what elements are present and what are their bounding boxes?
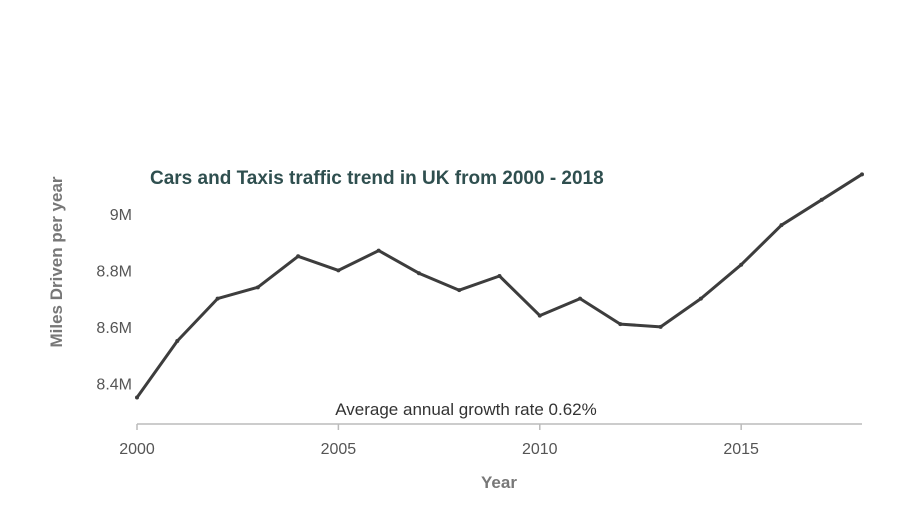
data-point bbox=[296, 254, 301, 259]
data-point bbox=[819, 197, 824, 202]
x-tick-label: 2005 bbox=[321, 441, 357, 458]
x-axis-ticks: 2000 2005 2010 2015 bbox=[119, 424, 759, 458]
data-point bbox=[537, 313, 542, 318]
y-axis-ticks: 8.4M 8.6M 8.8M 9M bbox=[96, 207, 132, 394]
y-tick-label: 8.6M bbox=[96, 320, 132, 337]
x-tick-label: 2000 bbox=[119, 441, 155, 458]
y-tick-label: 9M bbox=[110, 207, 132, 224]
data-point bbox=[336, 268, 341, 273]
data-point bbox=[578, 296, 583, 301]
y-axis-title: Miles Driven per year bbox=[47, 176, 66, 347]
data-point bbox=[618, 322, 623, 327]
series-layer bbox=[135, 172, 864, 400]
data-point bbox=[376, 248, 381, 253]
chart-title: Cars and Taxis traffic trend in UK from … bbox=[150, 168, 604, 189]
data-point bbox=[135, 395, 139, 400]
data-point bbox=[497, 274, 502, 279]
growth-rate-annotation: Average annual growth rate 0.62% bbox=[335, 400, 596, 419]
data-point bbox=[698, 296, 703, 301]
series-line bbox=[135, 173, 863, 399]
data-point bbox=[175, 339, 180, 344]
data-point bbox=[255, 285, 260, 290]
data-point bbox=[739, 262, 744, 267]
data-point bbox=[215, 296, 220, 301]
data-point bbox=[416, 271, 421, 276]
data-point bbox=[860, 172, 864, 177]
data-point bbox=[457, 288, 462, 293]
data-point bbox=[779, 223, 784, 228]
x-axis-title: Year bbox=[481, 473, 517, 492]
x-tick-label: 2015 bbox=[723, 441, 759, 458]
y-tick-label: 8.4M bbox=[96, 376, 132, 393]
data-point bbox=[658, 324, 663, 329]
y-tick-label: 8.8M bbox=[96, 263, 132, 280]
x-tick-label: 2010 bbox=[522, 441, 558, 458]
